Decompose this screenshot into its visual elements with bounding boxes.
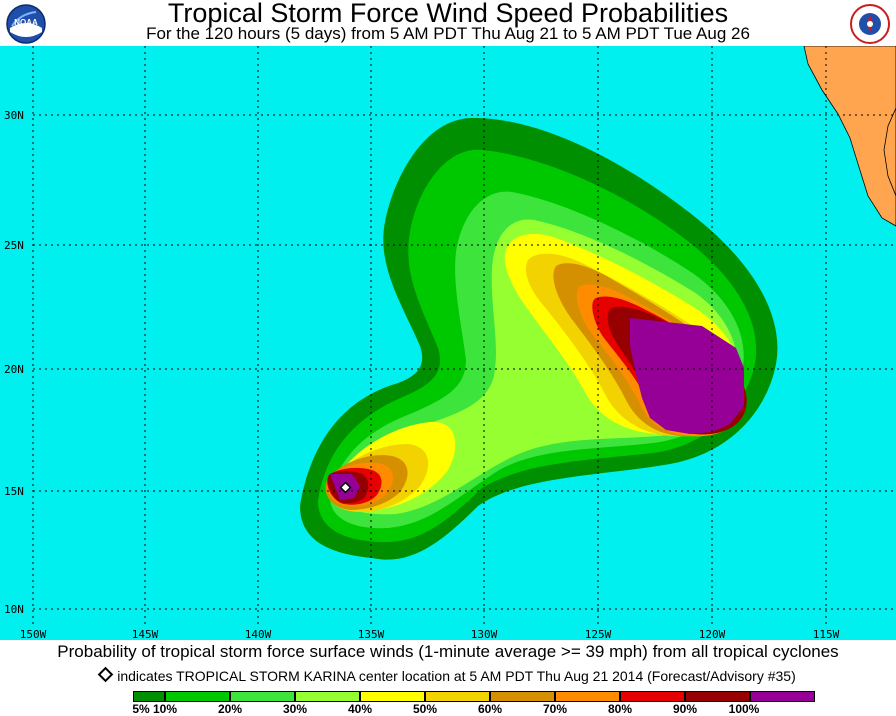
legend-swatch	[555, 691, 620, 702]
probability-map: 150W 145W 140W 135W 130W 125W 120W 115W 30N 25N 2…	[0, 46, 896, 640]
legend-swatch	[230, 691, 295, 702]
legend-label: 50%	[412, 702, 438, 716]
latitude-label: 30N	[4, 109, 24, 122]
nws-logo-icon	[850, 4, 890, 44]
legend-swatch	[685, 691, 750, 702]
legend-label: 60%	[477, 702, 503, 716]
legend-swatch	[295, 691, 360, 702]
svg-text:NOAA: NOAA	[14, 18, 38, 27]
latitude-label: 10N	[4, 603, 24, 616]
longitude-label: 125W	[585, 628, 612, 640]
baja-california-land	[803, 46, 896, 227]
latitude-label: 15N	[4, 485, 24, 498]
latitude-label: 20N	[4, 363, 24, 376]
longitude-label: 145W	[132, 628, 159, 640]
storm-center-note-text: indicates TROPICAL STORM KARINA center l…	[117, 668, 796, 684]
contour-100-percent	[330, 318, 744, 500]
legend-label: 5%	[132, 702, 150, 716]
legend-label: 10%	[152, 702, 178, 716]
longitude-label: 140W	[245, 628, 272, 640]
latitude-labels: 30N 25N 20N 15N 10N	[4, 109, 24, 616]
legend-label: 90%	[672, 702, 698, 716]
legend-label: 20%	[217, 702, 243, 716]
longitude-label: 115W	[813, 628, 840, 640]
legend-label: 80%	[607, 702, 633, 716]
mainland-coast-land	[883, 107, 896, 197]
longitude-label: 120W	[699, 628, 726, 640]
legend-swatch	[490, 691, 555, 702]
longitude-label: 135W	[358, 628, 385, 640]
map-caption: Probability of tropical storm force surf…	[57, 642, 839, 661]
legend-swatch	[165, 691, 230, 702]
legend-label: 70%	[542, 702, 568, 716]
page-title: Tropical Storm Force Wind Speed Probabil…	[167, 0, 729, 28]
storm-center-legend-icon	[97, 666, 114, 683]
legend-swatch	[425, 691, 490, 702]
longitude-label: 130W	[471, 628, 498, 640]
legend-label: 40%	[347, 702, 373, 716]
legend-swatch	[360, 691, 425, 702]
noaa-logo-icon: NOAA	[6, 4, 46, 44]
latitude-label: 25N	[4, 239, 24, 252]
storm-center-marker	[339, 481, 352, 494]
legend-swatch	[620, 691, 685, 702]
probability-contours	[300, 117, 778, 560]
legend-label: 100%	[728, 702, 760, 716]
legend-swatch	[750, 691, 815, 702]
lat-lon-grid	[32, 46, 896, 626]
header: NOAA Tropical Storm Force Wind Speed Pro…	[0, 0, 896, 46]
legend-swatch	[133, 691, 165, 702]
longitude-labels: 150W 145W 140W 135W 130W 125W 120W 115W	[20, 628, 840, 640]
probability-legend: 5% 10% 20% 30% 40% 50% 60% 70% 80% 90% 100%	[0, 689, 896, 716]
storm-center-note: indicates TROPICAL STORM KARINA center l…	[0, 666, 896, 685]
longitude-label: 150W	[20, 628, 47, 640]
legend-label: 30%	[282, 702, 308, 716]
page-subtitle: For the 120 hours (5 days) from 5 AM PDT…	[146, 24, 750, 43]
